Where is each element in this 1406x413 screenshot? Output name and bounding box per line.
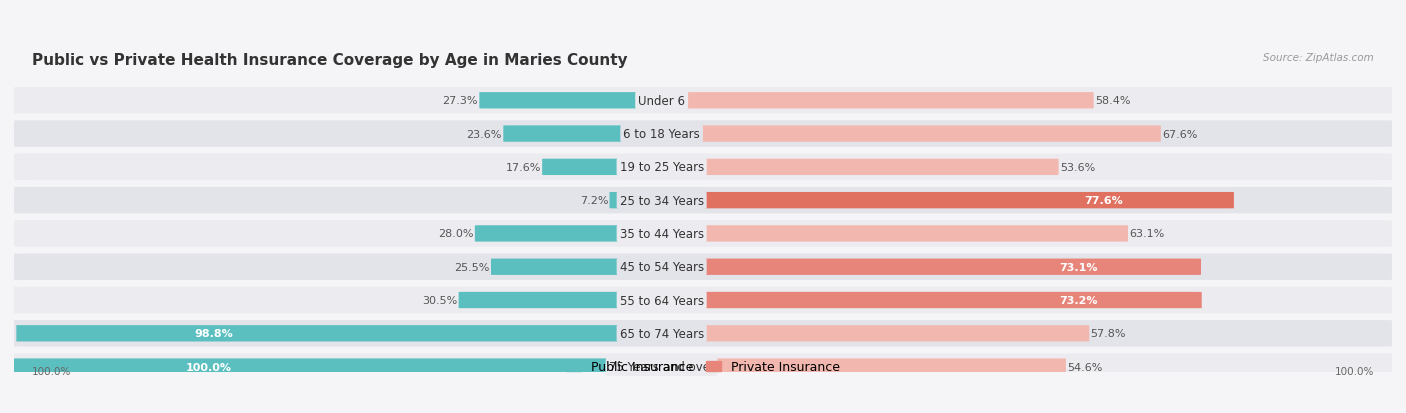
FancyBboxPatch shape — [657, 126, 1161, 142]
FancyBboxPatch shape — [657, 93, 1094, 109]
FancyBboxPatch shape — [657, 259, 1201, 275]
Text: 100.0%: 100.0% — [1334, 366, 1374, 376]
Text: 100.0%: 100.0% — [186, 362, 232, 372]
FancyBboxPatch shape — [491, 259, 668, 275]
Text: 17.6%: 17.6% — [505, 162, 541, 173]
Text: Source: ZipAtlas.com: Source: ZipAtlas.com — [1263, 53, 1374, 63]
FancyBboxPatch shape — [14, 254, 1392, 280]
Text: 77.6%: 77.6% — [1084, 196, 1123, 206]
Text: 63.1%: 63.1% — [1129, 229, 1164, 239]
FancyBboxPatch shape — [14, 320, 1392, 347]
Text: 27.3%: 27.3% — [443, 96, 478, 106]
FancyBboxPatch shape — [14, 354, 1392, 380]
Text: 57.8%: 57.8% — [1091, 328, 1126, 339]
Text: 19 to 25 Years: 19 to 25 Years — [620, 161, 704, 174]
FancyBboxPatch shape — [14, 287, 1392, 313]
Text: 67.6%: 67.6% — [1163, 129, 1198, 139]
FancyBboxPatch shape — [503, 126, 668, 142]
Text: 65 to 74 Years: 65 to 74 Years — [620, 327, 704, 340]
Text: 28.0%: 28.0% — [437, 229, 474, 239]
FancyBboxPatch shape — [657, 292, 1202, 309]
Text: 6 to 18 Years: 6 to 18 Years — [623, 128, 700, 141]
Text: 73.1%: 73.1% — [1059, 262, 1097, 272]
FancyBboxPatch shape — [657, 226, 1128, 242]
Legend: Public Insurance, Private Insurance: Public Insurance, Private Insurance — [561, 356, 845, 378]
FancyBboxPatch shape — [657, 192, 1234, 209]
Text: 30.5%: 30.5% — [422, 295, 457, 305]
Text: 53.6%: 53.6% — [1060, 162, 1095, 173]
Text: 35 to 44 Years: 35 to 44 Years — [620, 228, 704, 240]
FancyBboxPatch shape — [8, 358, 668, 375]
FancyBboxPatch shape — [657, 325, 1090, 342]
FancyBboxPatch shape — [14, 88, 1392, 114]
FancyBboxPatch shape — [14, 188, 1392, 214]
Text: 73.2%: 73.2% — [1059, 295, 1098, 305]
Text: 23.6%: 23.6% — [467, 129, 502, 139]
FancyBboxPatch shape — [543, 159, 668, 176]
FancyBboxPatch shape — [458, 292, 668, 309]
Text: 54.6%: 54.6% — [1067, 362, 1102, 372]
Text: 75 Years and over: 75 Years and over — [609, 360, 714, 373]
FancyBboxPatch shape — [14, 121, 1392, 147]
FancyBboxPatch shape — [17, 325, 668, 342]
FancyBboxPatch shape — [14, 154, 1392, 180]
FancyBboxPatch shape — [657, 159, 1059, 176]
Text: Under 6: Under 6 — [638, 95, 685, 107]
Text: 100.0%: 100.0% — [32, 366, 72, 376]
Text: 58.4%: 58.4% — [1095, 96, 1130, 106]
Text: 98.8%: 98.8% — [194, 328, 233, 339]
FancyBboxPatch shape — [479, 93, 668, 109]
Text: Public vs Private Health Insurance Coverage by Age in Maries County: Public vs Private Health Insurance Cover… — [32, 53, 627, 68]
Text: 45 to 54 Years: 45 to 54 Years — [620, 261, 704, 273]
FancyBboxPatch shape — [657, 358, 1066, 375]
FancyBboxPatch shape — [610, 192, 668, 209]
FancyBboxPatch shape — [14, 221, 1392, 247]
Text: 55 to 64 Years: 55 to 64 Years — [620, 294, 704, 307]
Text: 25.5%: 25.5% — [454, 262, 489, 272]
Text: 7.2%: 7.2% — [579, 196, 609, 206]
FancyBboxPatch shape — [475, 226, 668, 242]
Text: 25 to 34 Years: 25 to 34 Years — [620, 194, 704, 207]
